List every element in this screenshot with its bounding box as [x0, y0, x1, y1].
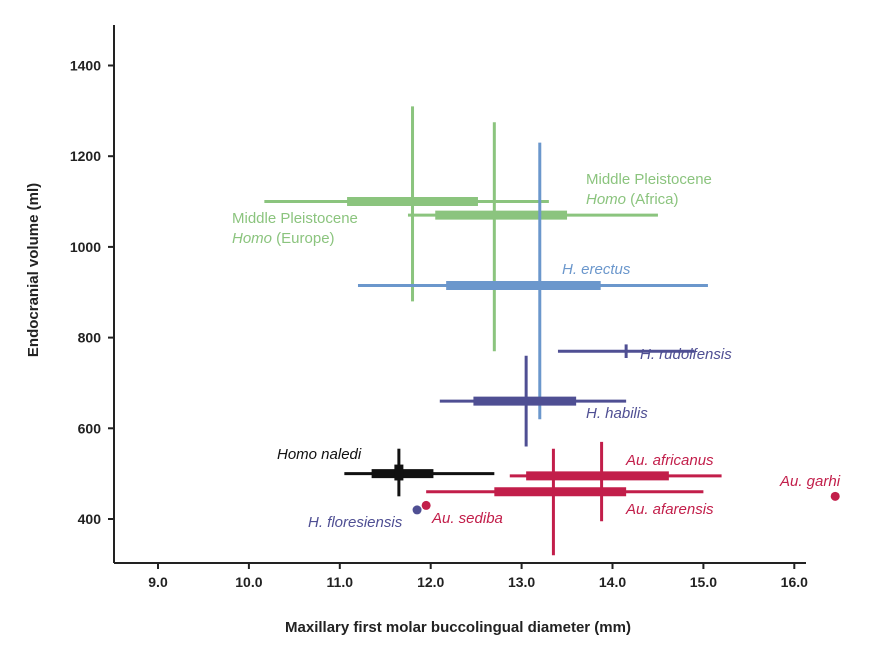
y-axis-title: Endocranial volume (ml) — [25, 183, 42, 357]
series-label: Au. sediba — [431, 510, 503, 527]
series-au-sediba — [421, 500, 431, 510]
series-au-africanus — [509, 441, 722, 522]
series-label: Au. garhi — [779, 473, 841, 490]
series-label-rest: (Europe) — [272, 230, 335, 247]
x-tick-label: 13.0 — [508, 574, 535, 590]
y-tick-label: 1400 — [70, 58, 101, 74]
series-label: H. rudolfensis — [640, 346, 732, 363]
data-point — [412, 505, 422, 515]
x-tick-label: 12.0 — [417, 574, 444, 590]
series-label-italic: Homo — [232, 230, 272, 247]
series-label-line1: Middle Pleistocene — [232, 210, 358, 227]
series-labels: Middle Pleistocene Homo (Europe) Middle Pl… — [232, 171, 841, 531]
series-label: Au. africanus — [625, 452, 714, 469]
series-label-rest: (Africa) — [626, 191, 679, 208]
series-h-habilis — [439, 355, 627, 447]
chart-marks — [264, 106, 840, 556]
axis-ticks: 9.0 10.0 11.0 12.0 13.0 14.0 15.0 16.0 400 600 800… — [70, 58, 808, 591]
x-tick-label: 11.0 — [327, 574, 354, 590]
data-point — [421, 500, 431, 510]
x-tick-label: 15.0 — [690, 574, 717, 590]
x-axis-title: Maxillary first molar buccolingual diame… — [285, 619, 631, 636]
y-tick-label: 400 — [78, 511, 102, 527]
series-label-italic: Homo — [586, 191, 626, 208]
series-au-afarensis — [426, 448, 704, 556]
x-tick-label: 16.0 — [781, 574, 808, 590]
series-label: Au. afarensis — [625, 501, 714, 518]
x-tick-label: 14.0 — [599, 574, 626, 590]
series-homo-naledi — [344, 448, 495, 497]
series-label: H. erectus — [562, 261, 631, 278]
series-h-erectus — [357, 142, 708, 420]
series-au-garhi — [830, 491, 840, 501]
y-tick-label: 600 — [78, 420, 102, 436]
series-h-rudolfensis — [557, 344, 695, 359]
y-tick-label: 800 — [78, 330, 102, 346]
series-label-line2: Homo (Europe) — [232, 230, 335, 247]
series-label-line2: Homo (Africa) — [586, 191, 679, 208]
y-tick-label: 1000 — [70, 239, 101, 255]
series-label: Homo naledi — [277, 446, 362, 463]
series-label: H. floresiensis — [308, 514, 403, 531]
series-label: H. habilis — [586, 405, 648, 422]
y-tick-label: 1200 — [70, 148, 101, 164]
series-label-line1: Middle Pleistocene — [586, 171, 712, 188]
series-middle-pleistocene-homo-africa- — [407, 122, 658, 352]
x-tick-label: 10.0 — [235, 574, 262, 590]
series-middle-pleistocene-homo-europe- — [264, 106, 549, 302]
series-h-floresiensis — [412, 505, 422, 515]
x-tick-label: 9.0 — [148, 574, 168, 590]
data-point — [830, 491, 840, 501]
